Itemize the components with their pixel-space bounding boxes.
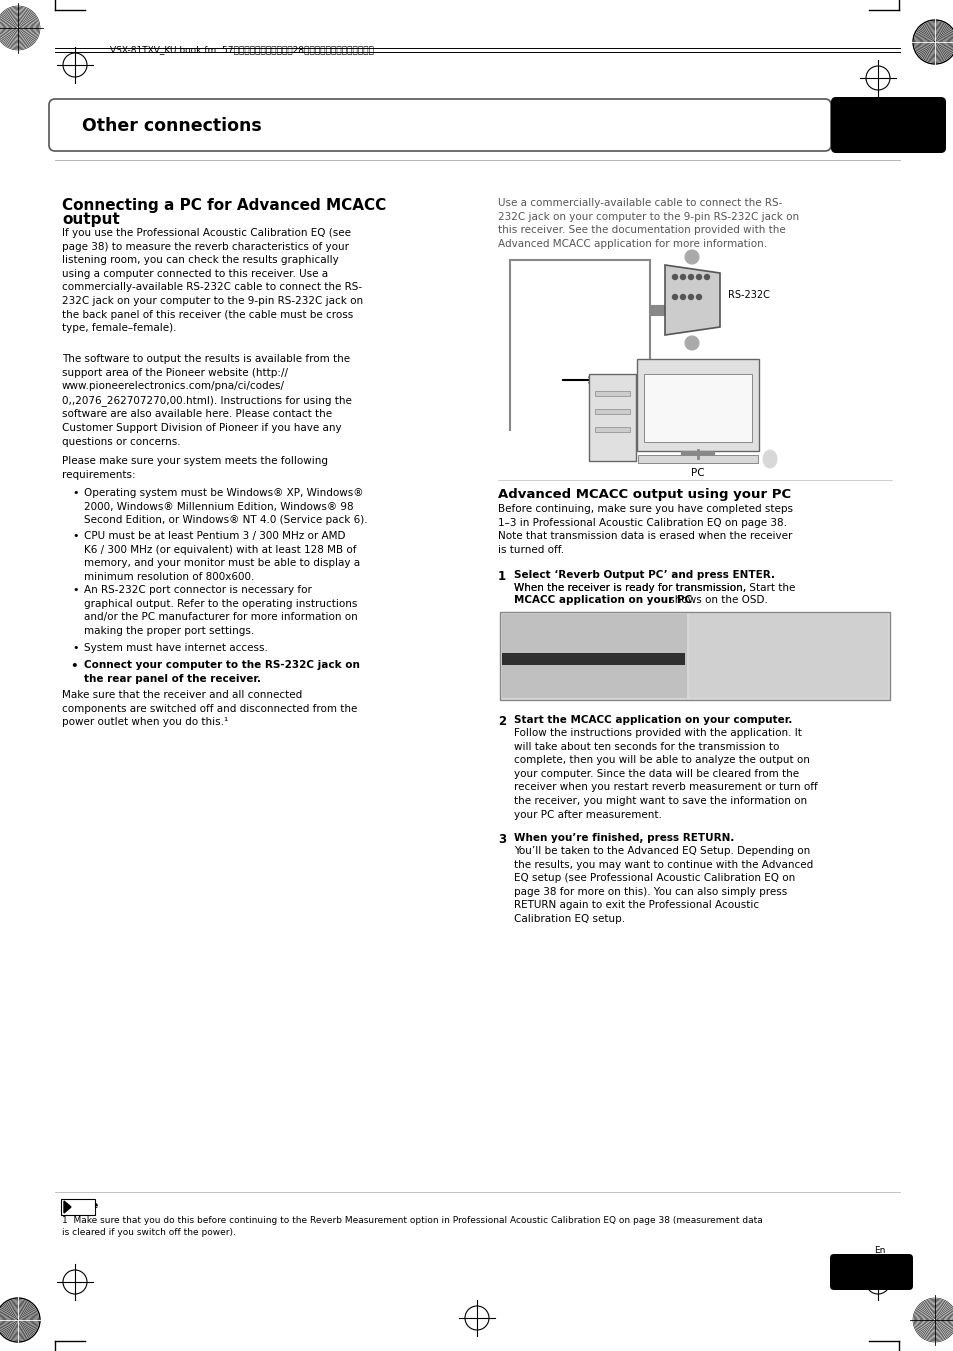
Text: MCACC application on your PC: MCACC application on your PC [514,594,691,605]
FancyBboxPatch shape [638,455,758,463]
Text: When you’re finished, press RETURN.: When you’re finished, press RETURN. [514,834,734,843]
Text: Make sure that the receiver and all connected
components are switched off and di: Make sure that the receiver and all conn… [62,690,357,727]
Text: 2.Reverb  View: 2.Reverb View [504,640,564,650]
Text: application on your PC: application on your PC [694,655,796,663]
FancyBboxPatch shape [61,1198,95,1215]
FancyBboxPatch shape [643,374,751,442]
Text: 2: 2 [497,715,506,728]
Circle shape [679,295,685,300]
Text: •: • [71,643,78,653]
Polygon shape [64,1201,71,1213]
Circle shape [684,250,699,263]
Circle shape [672,295,677,300]
FancyBboxPatch shape [637,359,759,451]
Circle shape [911,1297,953,1343]
Circle shape [684,336,699,350]
Text: The software to output the results is available from the
support area of the Pio: The software to output the results is av… [62,354,352,447]
Text: When the receiver is ready for transmission,: When the receiver is ready for transmiss… [514,584,749,593]
FancyBboxPatch shape [829,1254,912,1290]
Text: 3.Reverb Output  PC: 3.Reverb Output PC [504,654,597,663]
Circle shape [696,274,700,280]
Circle shape [688,295,693,300]
Text: Operating system must be Windows® XP, Windows®
2000, Windows® Millennium Edition: Operating system must be Windows® XP, Wi… [84,488,367,526]
Text: Before continuing, make sure you have completed steps
1–3 in Professional Acoust: Before continuing, make sure you have co… [497,504,792,555]
Circle shape [679,274,685,280]
Text: 57: 57 [859,1263,882,1281]
Text: Advanced MCACC output using your PC: Advanced MCACC output using your PC [497,488,790,501]
FancyBboxPatch shape [499,612,889,700]
Text: You’ll be taken to the Advanced EQ Setup. Depending on
the results, you may want: You’ll be taken to the Advanced EQ Setup… [514,846,812,924]
Circle shape [0,1298,40,1342]
FancyBboxPatch shape [49,99,830,151]
Polygon shape [664,265,720,335]
Text: System must have internet access.: System must have internet access. [84,643,268,653]
Text: Start the MCACC: Start the MCACC [694,644,769,653]
FancyBboxPatch shape [501,613,686,698]
Text: •: • [70,661,77,673]
Circle shape [912,20,953,63]
Text: 1.Reverb  Measurement: 1.Reverb Measurement [504,628,600,638]
Text: 3o3.Reverb  Output  PC: 3o3.Reverb Output PC [694,616,800,626]
Text: 1  Make sure that you do this before continuing to the ​Reverb Measurement​ opti: 1 Make sure that you do this before cont… [62,1216,762,1236]
Text: /’s:Return: /’s:Return [602,690,639,698]
Text: En: En [873,1246,884,1255]
Text: 08: 08 [862,116,888,135]
Circle shape [688,274,693,280]
Text: •: • [71,531,78,540]
Text: 3n.EQ  Professional: 3n.EQ Professional [504,616,593,626]
Text: output: output [62,212,120,227]
Circle shape [0,5,41,51]
Text: 3: 3 [497,834,506,846]
Text: Select ‘Reverb Output PC’ and press ENTER.: Select ‘Reverb Output PC’ and press ENTE… [514,570,774,580]
Text: CPU must be at least Pentium 3 / 300 MHz or AMD
K6 / 300 MHz (or equivalent) wit: CPU must be at least Pentium 3 / 300 MHz… [84,531,359,582]
FancyBboxPatch shape [688,613,887,698]
Text: Follow the instructions provided with the application. It
will take about ten se: Follow the instructions provided with th… [514,728,817,820]
FancyBboxPatch shape [595,390,629,396]
Text: •: • [71,585,78,594]
Text: An RS-232C port connector is necessary for
graphical output. Refer to the operat: An RS-232C port connector is necessary f… [84,585,357,636]
Text: Connect your computer to the RS-232C jack on
the rear panel of the receiver.: Connect your computer to the RS-232C jac… [84,661,359,684]
Text: Connecting a PC for Advanced MCACC: Connecting a PC for Advanced MCACC [62,199,386,213]
Text: If you use the Professional Acoustic Calibration EQ (see
page 38) to measure the: If you use the Professional Acoustic Cal… [62,228,363,334]
Text: RS-232C: RS-232C [727,290,769,300]
Text: PC: PC [691,467,704,478]
Text: MCACC:M1.  MEMORY  1: MCACC:M1. MEMORY 1 [694,630,789,639]
Text: ENTER:Next: ENTER:Next [504,690,550,698]
Circle shape [672,274,677,280]
Text: 4.Advanced  EQ  Setup: 4.Advanced EQ Setup [504,667,597,676]
Text: Other connections: Other connections [82,118,261,135]
Text: shows on the OSD.: shows on the OSD. [665,594,767,605]
Text: •: • [71,488,78,499]
Text: VSX-81TXV_KU.book.fm  57ページ　２００６年３月28日　火曜日　午後６時５６分: VSX-81TXV_KU.book.fm 57ページ ２００６年３月28日 火曜… [110,46,374,54]
Text: Use a commercially-available cable to connect the RS-
232C jack on your computer: Use a commercially-available cable to co… [497,199,799,249]
FancyBboxPatch shape [595,409,629,413]
Text: When the receiver is ready for transmission, ​Start the: When the receiver is ready for transmiss… [514,584,795,593]
Ellipse shape [762,450,776,467]
Text: Please make sure your system meets the following
requirements:: Please make sure your system meets the f… [62,457,328,480]
Text: /’s:Cancel: /’s:Cancel [832,690,869,698]
Circle shape [703,274,709,280]
Text: Note: Note [74,1201,98,1210]
Text: 1: 1 [497,570,506,584]
FancyBboxPatch shape [501,653,684,665]
FancyBboxPatch shape [830,97,945,153]
Circle shape [696,295,700,300]
Text: Start the MCACC application on your computer.: Start the MCACC application on your comp… [514,715,792,725]
FancyBboxPatch shape [588,374,636,461]
FancyBboxPatch shape [595,427,629,432]
